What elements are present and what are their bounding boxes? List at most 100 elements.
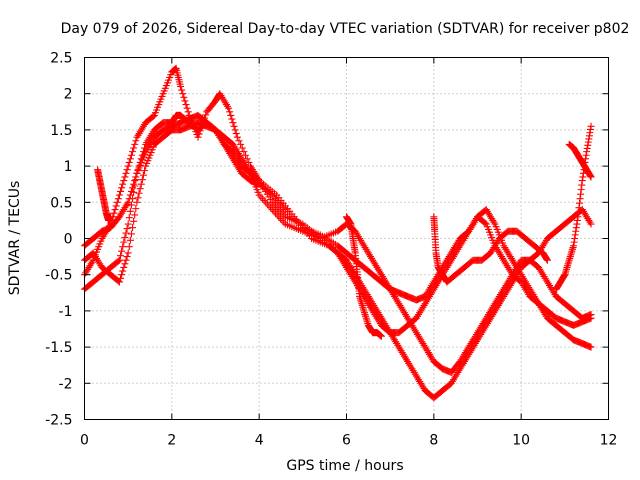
data-point-marker <box>126 155 134 163</box>
data-point-marker <box>114 257 122 265</box>
chart-title: Day 079 of 2026, Sidereal Day-to-day VTE… <box>61 21 630 37</box>
data-point-marker <box>149 112 157 120</box>
y-tick-label: -1 <box>59 304 73 320</box>
data-point-marker <box>181 97 189 105</box>
data-point-marker <box>113 198 121 206</box>
data-point-marker <box>587 220 595 228</box>
data-point-marker <box>202 111 210 119</box>
data-point-marker <box>226 108 234 116</box>
data-point-marker <box>138 176 146 184</box>
data-point-marker <box>272 202 280 210</box>
data-point-marker <box>112 202 120 210</box>
data-point-marker <box>123 225 131 233</box>
data-point-marker <box>587 343 595 351</box>
data-point-marker <box>136 185 144 193</box>
data-point-marker <box>118 184 126 192</box>
data-point-marker <box>120 177 128 185</box>
x-tick-label: 6 <box>342 433 351 449</box>
x-tick-label: 10 <box>512 433 530 449</box>
series-track-6 <box>343 213 385 340</box>
data-point-marker <box>124 162 132 170</box>
data-point-marker <box>125 214 133 222</box>
data-point-marker <box>273 204 281 212</box>
data-point-marker <box>228 115 236 123</box>
data-point-marker <box>237 140 245 148</box>
data-point-marker <box>587 311 595 319</box>
grid-lines <box>84 57 609 420</box>
data-point-marker <box>272 195 280 203</box>
data-point-marker <box>270 207 278 215</box>
data-point-marker <box>121 260 129 268</box>
data-point-marker <box>182 101 190 109</box>
data-point-marker <box>120 238 128 246</box>
data-point-marker <box>125 195 133 203</box>
data-point-marker <box>107 213 115 221</box>
x-tick-label: 12 <box>600 433 618 449</box>
data-point-marker <box>115 256 123 264</box>
x-axis-ticks: 0 2 4 6 8 10 12 <box>80 57 618 449</box>
data-point-marker <box>235 137 243 145</box>
data-point-marker <box>232 130 240 138</box>
data-point-marker <box>131 140 139 148</box>
data-point-marker <box>184 108 192 116</box>
y-tick-label: -0.5 <box>45 268 72 284</box>
data-point-marker <box>127 230 135 238</box>
data-point-marker <box>119 267 127 275</box>
data-point-marker <box>132 205 140 213</box>
data-point-marker <box>130 217 138 225</box>
data-point-marker <box>132 173 140 181</box>
data-point-marker <box>125 158 133 166</box>
data-point-marker <box>115 278 123 286</box>
data-point-marker <box>126 191 134 199</box>
data-point-marker <box>141 167 149 175</box>
data-point-marker <box>481 219 489 227</box>
y-tick-label: 2 <box>64 87 73 103</box>
data-point-marker <box>543 256 551 264</box>
data-point-marker <box>133 198 141 206</box>
data-point-marker <box>123 253 131 261</box>
data-point-marker <box>124 249 132 257</box>
data-point-marker <box>131 177 139 185</box>
data-point-marker <box>118 271 126 279</box>
data-point-marker <box>267 204 275 212</box>
data-point-marker <box>260 196 268 204</box>
x-tick-label: 0 <box>80 433 89 449</box>
data-point-marker <box>114 195 122 203</box>
data-point-marker <box>137 180 145 188</box>
y-tick-label: 1 <box>64 159 73 175</box>
data-point-marker <box>275 213 283 221</box>
data-point-marker <box>119 180 127 188</box>
data-point-marker <box>126 236 134 244</box>
x-tick-label: 2 <box>167 433 176 449</box>
data-point-marker <box>177 82 185 90</box>
data-point-marker <box>276 207 284 215</box>
data-point-marker <box>178 86 186 94</box>
data-point-marker <box>127 151 135 159</box>
data-point-marker <box>118 247 126 255</box>
data-point-marker <box>275 206 283 214</box>
x-tick-label: 4 <box>255 433 264 449</box>
series-track-9 <box>565 140 595 181</box>
y-tick-label: -2 <box>59 376 73 392</box>
data-point-marker <box>242 151 250 159</box>
data-point-marker <box>272 209 280 217</box>
data-point-marker <box>240 148 248 156</box>
data-point-marker <box>233 133 241 141</box>
data-point-marker <box>124 198 132 206</box>
data-point-marker <box>117 274 125 282</box>
data-point-marker <box>276 215 284 223</box>
series-track-5 <box>94 166 115 224</box>
data-point-marker <box>121 234 129 242</box>
data-series <box>81 64 595 402</box>
data-point-marker <box>122 229 130 237</box>
data-point-marker <box>111 206 119 214</box>
data-point-marker <box>129 224 137 232</box>
data-point-marker <box>230 122 238 130</box>
data-point-marker <box>119 243 127 251</box>
data-point-marker <box>268 206 276 214</box>
y-axis-ticks: 2.5 2 1.5 1 0.5 0 -0.5 -1 -1.5 -2 -2.5 <box>45 51 609 429</box>
data-point-marker <box>183 104 191 112</box>
data-point-marker <box>126 207 134 215</box>
data-point-marker <box>127 187 135 195</box>
